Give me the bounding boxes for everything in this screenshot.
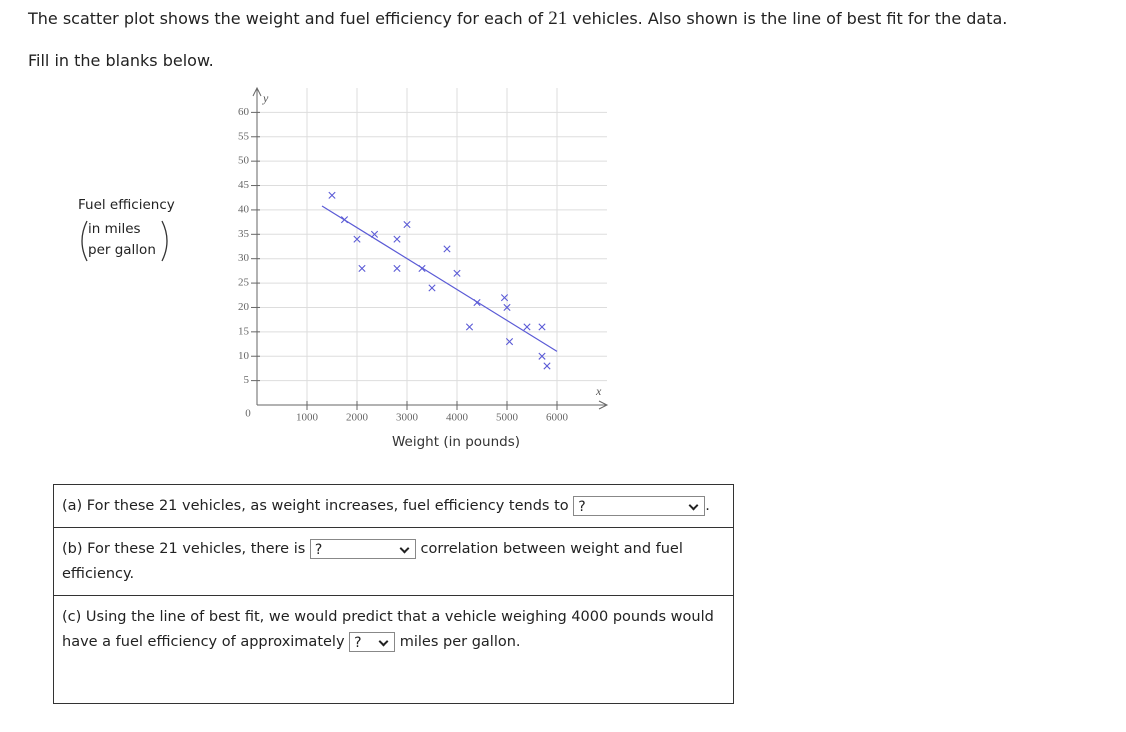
point bbox=[328, 191, 336, 199]
x-tick-label: 6000 bbox=[546, 412, 569, 424]
x-tick-label: 1000 bbox=[296, 412, 319, 424]
x-tick-label: 5000 bbox=[496, 412, 519, 424]
point bbox=[538, 352, 546, 360]
point bbox=[353, 235, 361, 243]
y-tick-label: 55 bbox=[238, 130, 250, 142]
question-box: (a) For these 21 vehicles, as weight inc… bbox=[53, 484, 734, 704]
y-tick-label: 60 bbox=[238, 106, 250, 118]
y-tick-label: 45 bbox=[238, 179, 250, 191]
question-text: (a) For these 21 vehicles, as weight inc… bbox=[62, 498, 569, 514]
y-tick-label: 15 bbox=[238, 325, 250, 337]
question: (a) For these 21 vehicles, as weight inc… bbox=[54, 485, 733, 528]
point bbox=[503, 303, 511, 312]
y-axis-letter: y bbox=[262, 91, 269, 105]
point bbox=[500, 294, 509, 302]
y-arrow bbox=[252, 86, 262, 97]
point bbox=[443, 245, 451, 253]
point bbox=[543, 362, 551, 370]
answer-dropdown[interactable]: ? bbox=[573, 496, 706, 516]
y-tick-label: 25 bbox=[238, 277, 250, 289]
point bbox=[393, 235, 401, 243]
x-axis-label: Weight (in pounds) bbox=[392, 434, 520, 450]
y-label-unit: in miles bbox=[88, 221, 141, 237]
y-tick-label: 20 bbox=[238, 301, 250, 313]
intro-text: vehicles. Also shown is the line of best… bbox=[572, 9, 1008, 28]
point bbox=[370, 230, 379, 238]
point bbox=[538, 323, 546, 331]
y-tick-label: 50 bbox=[238, 155, 250, 167]
question-text: (c) Using the line of best fit, we would… bbox=[62, 609, 714, 650]
point bbox=[358, 264, 366, 273]
y-axis-label: Fuel efficiency in miles per gallon bbox=[78, 197, 175, 262]
y-tick-label: 10 bbox=[238, 350, 250, 362]
instruction: Fill in the blanks below. bbox=[28, 51, 214, 70]
point bbox=[340, 216, 349, 224]
x-tick-label: 3000 bbox=[396, 412, 419, 424]
point bbox=[453, 269, 461, 277]
point bbox=[473, 298, 481, 307]
point bbox=[523, 323, 531, 331]
question: (c) Using the line of best fit, we would… bbox=[54, 596, 733, 703]
point bbox=[393, 264, 401, 273]
x-arrow bbox=[598, 400, 609, 410]
point bbox=[465, 323, 474, 331]
point bbox=[418, 264, 426, 273]
y-label-units: in miles per gallon bbox=[78, 219, 175, 262]
y-tick-label: 30 bbox=[238, 252, 250, 264]
answer-dropdown[interactable]: ? bbox=[309, 539, 416, 559]
y-tick-label: 35 bbox=[238, 228, 250, 240]
point bbox=[428, 284, 436, 292]
intro: The scatter plot shows the weight and fu… bbox=[28, 8, 1007, 30]
parentheses bbox=[81, 220, 168, 262]
question: (b) For these 21 vehicles, there is ? co… bbox=[54, 528, 733, 596]
x-axis-letter: x bbox=[595, 384, 602, 398]
question-text: . bbox=[705, 498, 710, 514]
answer-dropdown[interactable]: ? bbox=[349, 632, 396, 652]
origin-label: 0 bbox=[245, 408, 251, 420]
intro-text: The scatter plot shows the weight and fu… bbox=[28, 9, 544, 28]
y-label-unit: per gallon bbox=[88, 242, 156, 258]
question-text: correlation between weight and fuel effi… bbox=[62, 541, 683, 582]
y-label-title: Fuel efficiency bbox=[78, 197, 175, 213]
y-tick-label: 40 bbox=[238, 203, 250, 215]
fit-line bbox=[321, 205, 558, 352]
x-tick-label: 4000 bbox=[446, 412, 469, 424]
x-tick-label: 2000 bbox=[346, 412, 369, 424]
point bbox=[505, 338, 514, 346]
point bbox=[403, 220, 411, 229]
question-text: miles per gallon. bbox=[399, 634, 521, 650]
chart: 5 10 15 20 25 30 35 40 45 50 55 60 0 1000 2000 3000 4000… bbox=[238, 86, 609, 450]
y-tick-label: 5 bbox=[244, 374, 250, 386]
question-text: (b) For these 21 vehicles, there is bbox=[62, 541, 306, 557]
count: 21 bbox=[548, 8, 568, 29]
